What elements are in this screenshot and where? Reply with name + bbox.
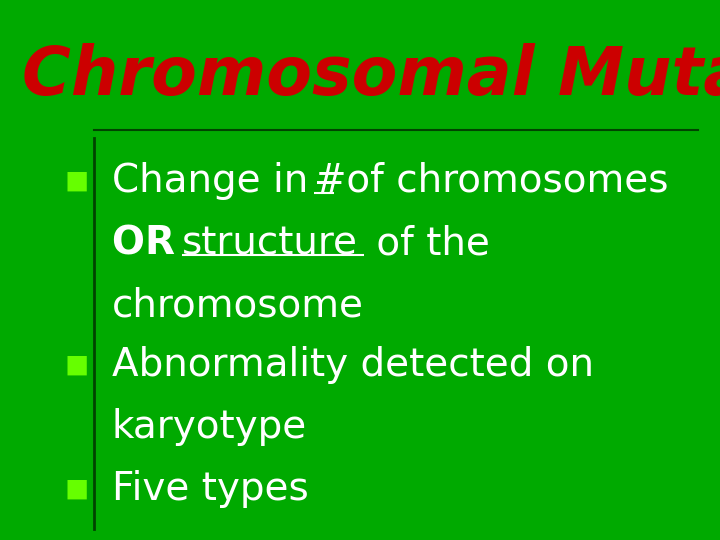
Text: #: # [314, 162, 346, 200]
Text: Abnormality detected on: Abnormality detected on [112, 346, 593, 383]
Text: ▪: ▪ [63, 162, 90, 200]
Text: ▪: ▪ [63, 470, 90, 508]
Text: structure: structure [181, 224, 358, 262]
Text: chromosome: chromosome [112, 286, 364, 324]
Text: Change in: Change in [112, 162, 320, 200]
Text: Chromosomal Mutations: Chromosomal Mutations [22, 43, 720, 109]
Text: of chromosomes: of chromosomes [334, 162, 669, 200]
Text: karyotype: karyotype [112, 408, 307, 445]
Text: OR: OR [112, 224, 188, 262]
Text: ▪: ▪ [63, 346, 90, 383]
Text: Five types: Five types [112, 470, 308, 508]
Text: of the: of the [364, 224, 490, 262]
